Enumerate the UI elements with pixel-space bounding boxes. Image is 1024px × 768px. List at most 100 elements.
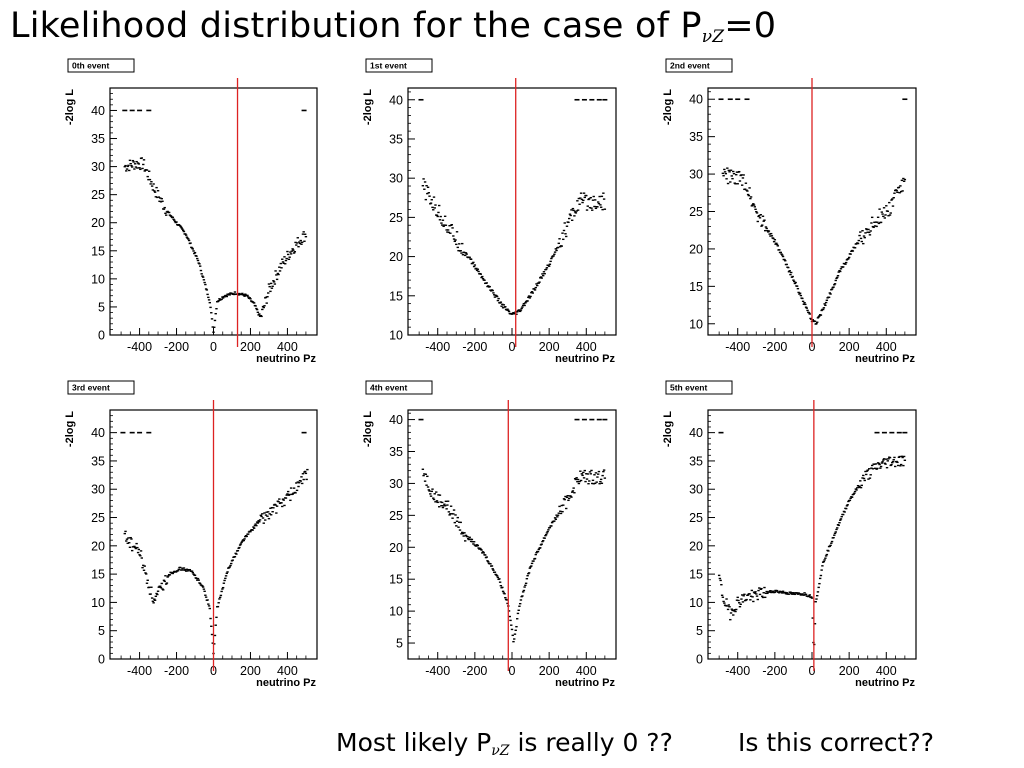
- chart-2-data-point: [824, 301, 828, 304]
- chart-3-tag-label: 3rd event: [72, 383, 110, 393]
- chart-2-y-tick-label: 35: [689, 130, 703, 144]
- chart-5-data-point: [895, 460, 898, 463]
- chart-0-data-point: [192, 250, 195, 252]
- chart-5-data-point: [807, 595, 811, 597]
- chart-2-data-point: [752, 204, 756, 206]
- chart-2-data-point: [768, 233, 771, 235]
- chart-0-data-point: [267, 283, 271, 285]
- chart-4-data-point: [466, 535, 469, 538]
- chart-2-data-point: [839, 270, 842, 273]
- chart-0-data-point: [180, 227, 183, 229]
- chart-2-data-point: [816, 321, 819, 323]
- footer-question-2: Is this correct??: [738, 728, 934, 757]
- chart-0-data-point: [272, 281, 276, 283]
- chart-1-data-point: [570, 219, 574, 221]
- chart-4-tag-label: 4th event: [370, 383, 407, 393]
- chart-5-data-point: [870, 464, 874, 467]
- chart-3-data-point: [153, 598, 156, 600]
- chart-2-x-tick-label: 200: [839, 340, 860, 354]
- chart-0-flat-point: [137, 109, 143, 112]
- chart-2-data-point: [842, 266, 845, 268]
- chart-4-data-point: [599, 478, 603, 481]
- chart-0-data-point: [269, 282, 273, 285]
- chart-2-data-point: [790, 271, 793, 274]
- chart-5-data-point: [732, 614, 735, 616]
- chart-3-data-point: [152, 602, 155, 604]
- chart-0-x-tick-label: -200: [164, 340, 189, 354]
- chart-1-data-point: [521, 306, 524, 308]
- chart-3-data-point: [141, 566, 144, 569]
- chart-1-data-point: [540, 277, 543, 279]
- chart-3-data-point: [180, 569, 183, 571]
- chart-4-data-point: [481, 551, 485, 553]
- chart-4-data-point: [491, 568, 494, 570]
- chart-0-data-point: [299, 239, 302, 242]
- chart-2-data-point: [882, 207, 886, 209]
- chart-3-data-point: [220, 590, 223, 593]
- chart-3-data-point: [302, 478, 305, 481]
- chart-3-data-point: [253, 524, 257, 527]
- chart-3-data-point: [202, 588, 206, 590]
- chart-1-data-point: [569, 214, 572, 217]
- chart-2-data-point: [781, 254, 784, 256]
- chart-5-data-point: [787, 593, 791, 595]
- chart-4-y-tick-label: 20: [389, 541, 403, 555]
- chart-1-data-point: [487, 285, 490, 287]
- chart-2-data-point: [823, 303, 826, 305]
- chart-3-x-axis-title: neutrino Pz: [256, 677, 316, 689]
- chart-2-data-point: [884, 214, 887, 216]
- chart-3-y-tick-label: 30: [91, 483, 105, 497]
- chart-1-data-point: [518, 310, 522, 313]
- chart-5-data-point: [868, 477, 872, 479]
- chart-5-data-point: [815, 598, 818, 600]
- chart-3-data-point: [284, 497, 288, 499]
- chart-2-data-point: [836, 274, 840, 277]
- chart-3-data-point: [252, 527, 256, 529]
- chart-3-data-point: [252, 526, 255, 528]
- chart-0-y-tick-label: 35: [91, 132, 105, 146]
- chart-2-data-point: [765, 227, 768, 230]
- chart-0-data-point: [221, 297, 225, 299]
- chart-1-data-point: [451, 227, 454, 229]
- chart-4-data-point: [570, 496, 573, 498]
- chart-3-data-point: [160, 582, 163, 585]
- chart-2-flat-point: [902, 98, 908, 101]
- chart-2-x-tick-label: 400: [876, 340, 897, 354]
- chart-1-data-point: [452, 238, 456, 240]
- chart-4-data-point: [440, 504, 443, 507]
- chart-4-data-point: [575, 477, 578, 479]
- chart-1-data-point: [519, 309, 523, 311]
- chart-1-data-point: [518, 309, 521, 311]
- chart-5-data-point: [770, 591, 774, 594]
- chart-0-data-point: [283, 256, 286, 258]
- chart-5-data-point: [741, 601, 745, 603]
- chart-0-data-point: [304, 235, 308, 238]
- chart-0-data-point: [271, 285, 274, 288]
- chart-0-data-point: [303, 233, 307, 235]
- chart-2-data-point: [832, 286, 835, 288]
- chart-4-x-tick-label: 0: [509, 664, 516, 678]
- chart-4-data-point: [429, 495, 433, 497]
- chart-4-data-point: [449, 505, 453, 507]
- chart-3-data-point: [267, 511, 270, 513]
- chart-0-data-point: [164, 212, 167, 215]
- chart-0-data-point: [300, 243, 303, 245]
- chart-5-data-point: [721, 596, 725, 598]
- chart-1-x-tick-label: -200: [462, 340, 487, 354]
- chart-5-data-point: [899, 465, 902, 467]
- chart-4-data-point: [602, 469, 606, 471]
- chart-3-data-point: [257, 520, 260, 522]
- chart-4-data-point: [578, 480, 581, 483]
- chart-0-data-point: [128, 159, 132, 162]
- chart-2-data-point: [758, 214, 761, 217]
- chart-0-data-point: [152, 183, 155, 185]
- chart-5-y-tick-label: 20: [689, 539, 703, 553]
- chart-0-data-point: [164, 214, 168, 216]
- chart-2-data-point: [760, 225, 763, 227]
- chart-1-data-point: [536, 284, 539, 287]
- chart-2-data-point: [819, 314, 823, 316]
- chart-2-data-point: [824, 304, 827, 307]
- chart-3-data-point: [154, 595, 158, 597]
- chart-2-data-point: [780, 253, 783, 255]
- chart-4-data-point: [544, 534, 547, 537]
